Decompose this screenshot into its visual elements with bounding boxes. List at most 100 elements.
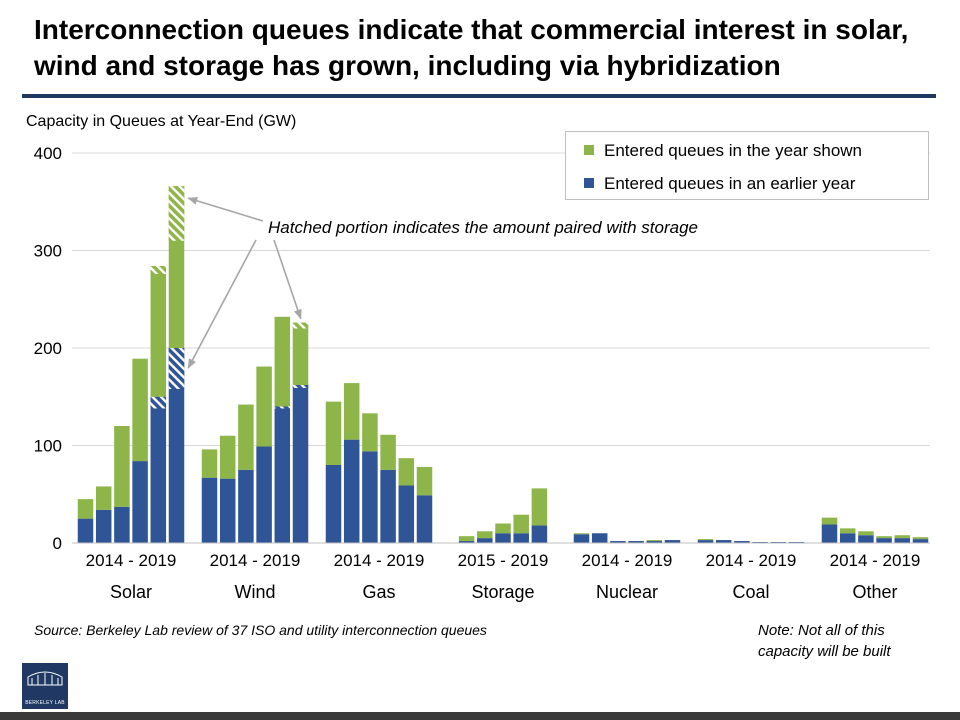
bar-earlier-solar-2014 (77, 518, 94, 543)
bar-entered-other-2014 (821, 517, 838, 525)
bar-entered-other-2019 (912, 537, 929, 540)
bar-earlier-gas-2014 (325, 465, 342, 543)
bar-entered-storage-2015 (458, 536, 475, 542)
x-group-label: Storage (471, 582, 534, 602)
bar-entered-storage-2016 (477, 531, 493, 539)
bar-earlier-gas-2019 (416, 495, 433, 543)
bar-hatched-earlier-wind-2019 (292, 385, 309, 388)
source-note: Source: Berkeley Lab review of 37 ISO an… (34, 622, 487, 638)
annotation: Hatched portion indicates the amount pai… (187, 196, 698, 369)
bar-earlier-nuclear-2016 (610, 541, 626, 543)
legend-label: Entered queues in an earlier year (604, 174, 856, 193)
bar-earlier-solar-2016 (114, 506, 130, 543)
legend-swatch-green (584, 144, 594, 155)
y-tick-label: 0 (53, 534, 62, 553)
x-range-label: 2014 - 2019 (210, 551, 301, 570)
y-tick-label: 400 (34, 144, 62, 163)
bar-earlier-storage-2017 (495, 533, 511, 543)
stacked-bar-chart: Capacity in Queues at Year-End (GW) 0 100 2… (26, 113, 930, 602)
bar-entered-wind-2015 (219, 435, 236, 479)
bar-entered-gas-2017 (380, 434, 396, 470)
bar-earlier-other-2014 (821, 524, 838, 543)
berkeley-lab-logo: BERKELEY LAB (22, 663, 68, 709)
y-tick-label: 200 (34, 339, 62, 358)
bottom-bar (0, 712, 960, 720)
bar-entered-storage-2018 (513, 514, 529, 534)
bar-earlier-other-2016 (858, 535, 874, 543)
bar-earlier-storage-2015 (458, 541, 475, 543)
bar-entered-storage-2019 (531, 488, 548, 526)
bar-earlier-wind-2019 (292, 385, 309, 543)
y-axis-label: Capacity in Queues at Year-End (GW) (26, 113, 296, 130)
bar-entered-gas-2014 (325, 401, 342, 465)
bar-earlier-wind-2016 (238, 469, 254, 543)
bar-hatched-entered-wind-2019 (292, 322, 309, 329)
bar-earlier-other-2015 (839, 533, 856, 543)
annotation-arrow-wind (273, 239, 302, 320)
bar-earlier-wind-2015 (219, 478, 236, 543)
bar-entered-solar-2016 (114, 426, 130, 507)
y-tick-label: 300 (34, 242, 62, 261)
bar-earlier-gas-2018 (398, 485, 415, 543)
bar-earlier-nuclear-2017 (628, 541, 644, 543)
bars (77, 186, 929, 543)
bar-earlier-coal-2014 (697, 540, 714, 543)
bar-entered-wind-2014 (201, 449, 218, 478)
x-group-label: Solar (110, 582, 152, 602)
bar-entered-gas-2015 (343, 383, 360, 440)
axes: Capacity in Queues at Year-End (GW) 0 100 2… (26, 113, 930, 602)
bar-entered-coal-2014 (697, 539, 714, 541)
x-group-label: Wind (234, 582, 275, 602)
bar-entered-other-2018 (894, 535, 911, 539)
bar-entered-solar-2018 (150, 266, 167, 397)
bar-earlier-coal-2015 (715, 540, 732, 543)
bar-entered-wind-2017 (256, 366, 272, 447)
bar-entered-gas-2019 (416, 466, 433, 496)
bar-earlier-nuclear-2019 (664, 540, 681, 543)
building-icon (27, 671, 63, 686)
legend-label: Entered queues in the year shown (604, 141, 863, 160)
bar-earlier-solar-2019 (168, 348, 185, 543)
x-range-label: 2014 - 2019 (582, 551, 673, 570)
bar-earlier-wind-2014 (201, 477, 218, 543)
bar-entered-solar-2014 (77, 499, 94, 519)
y-tick-label: 100 (34, 437, 62, 456)
bar-earlier-nuclear-2014 (573, 534, 590, 543)
bar-entered-gas-2016 (362, 413, 378, 452)
x-range-label: 2014 - 2019 (86, 551, 177, 570)
bar-earlier-gas-2016 (362, 451, 378, 543)
bar-entered-solar-2015 (95, 486, 112, 510)
bar-entered-solar-2017 (132, 358, 148, 462)
bar-earlier-other-2019 (912, 539, 929, 543)
bar-hatched-earlier-solar-2018 (150, 396, 167, 409)
x-group-label: Gas (362, 582, 395, 602)
legend-item-entered-year: Entered queues in the year shown (584, 141, 862, 161)
bar-earlier-solar-2018 (150, 396, 167, 543)
x-group-label: Coal (732, 582, 769, 602)
bar-earlier-solar-2015 (95, 509, 112, 543)
bar-entered-wind-2016 (238, 404, 254, 470)
bar-earlier-other-2017 (876, 538, 892, 543)
bar-earlier-nuclear-2018 (646, 541, 663, 543)
slide-title: Interconnection queues indicate that com… (34, 14, 909, 81)
bar-earlier-gas-2017 (380, 469, 396, 543)
bar-entered-other-2017 (876, 536, 892, 539)
build-note: Note: Not all of this capacity will be b… (758, 622, 891, 660)
bar-earlier-wind-2017 (256, 446, 272, 543)
x-range-label: 2014 - 2019 (334, 551, 425, 570)
bar-entered-other-2016 (858, 531, 874, 536)
bar-entered-storage-2017 (495, 523, 511, 534)
bar-earlier-solar-2017 (132, 461, 148, 543)
bar-earlier-other-2018 (894, 538, 911, 543)
bar-hatched-earlier-wind-2018 (274, 406, 291, 409)
annotation-arrow-solar-top (187, 196, 264, 222)
legend-swatch-blue (584, 177, 594, 188)
hatched-annotation: Hatched portion indicates the amount pai… (268, 218, 698, 237)
x-range-label: 2014 - 2019 (706, 551, 797, 570)
title-rule (22, 94, 936, 98)
annotation-arrow-solar-mid (187, 239, 257, 369)
bar-earlier-gas-2015 (343, 439, 360, 543)
bar-entered-gas-2018 (398, 458, 415, 486)
logo-text: BERKELEY LAB (25, 700, 65, 706)
bar-entered-other-2015 (839, 528, 856, 534)
